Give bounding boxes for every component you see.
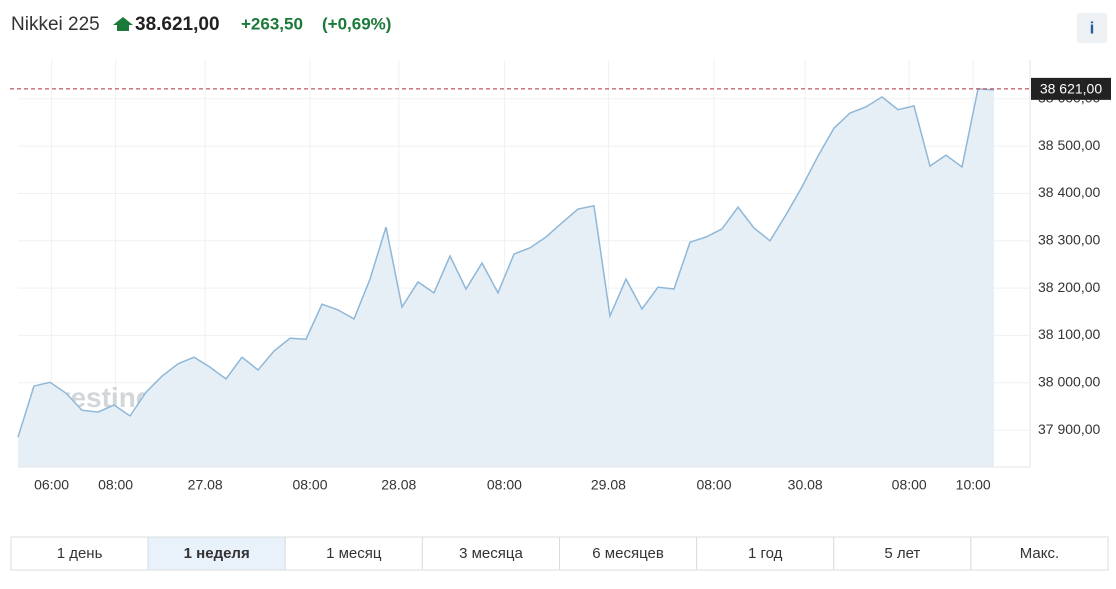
x-tick-label: 08:00: [487, 477, 522, 493]
x-tick-label: 30.08: [788, 477, 823, 493]
period-label[interactable]: 3 месяца: [459, 545, 523, 562]
period-bar: 1 день 1 неделя 1 месяц 3 месяца 6 месяцев 1 …: [10, 536, 1109, 571]
y-tick-label: 38 100,00: [1038, 326, 1100, 342]
x-tick-label: 08:00: [292, 477, 327, 493]
chart: 37 900,00 38 000,00 38 100,00 38 200,00 38 3…: [10, 60, 1111, 493]
last-price-label: 38 621,00: [1040, 81, 1102, 97]
x-tick-label: 28.08: [381, 477, 416, 493]
x-tick-label: 08:00: [892, 477, 927, 493]
period-label[interactable]: 1 неделя: [184, 545, 250, 562]
period-button[interactable]: [284, 536, 423, 571]
x-tick-label: 06:00: [34, 477, 69, 493]
period-button[interactable]: [421, 536, 560, 571]
period-label[interactable]: 1 день: [57, 545, 103, 562]
period-button[interactable]: [970, 536, 1109, 571]
y-tick-label: 38 000,00: [1038, 373, 1100, 389]
period-label[interactable]: 1 год: [748, 545, 783, 562]
x-tick-label: 08:00: [98, 477, 133, 493]
last-price-box: [1031, 77, 1111, 100]
period-button[interactable]: [559, 536, 698, 571]
x-tick-label: 08:00: [696, 477, 731, 493]
period-label[interactable]: Макс.: [1020, 545, 1059, 562]
y-tick-label: 38 500,00: [1038, 137, 1100, 153]
instrument-name: Nikkei 225: [11, 14, 100, 35]
y-tick-label: 38 300,00: [1038, 231, 1100, 247]
info-button[interactable]: [1077, 13, 1107, 43]
y-tick-label: 38 200,00: [1038, 279, 1100, 295]
period-button[interactable]: [833, 536, 972, 571]
change: +263,50: [241, 14, 303, 33]
change-pct: (+0,69%): [322, 14, 391, 33]
period-button[interactable]: [10, 536, 149, 571]
price: 38.621,00: [135, 14, 220, 35]
y-tick-label: 38 400,00: [1038, 184, 1100, 200]
x-tick-label: 27.08: [188, 477, 223, 493]
up-arrow: [113, 17, 133, 31]
area: [18, 88, 994, 468]
period-label[interactable]: 6 месяцев: [592, 545, 664, 562]
period-button[interactable]: [147, 536, 286, 571]
y-tick-label: 37 900,00: [1038, 421, 1100, 437]
x-tick-label: 29.08: [591, 477, 626, 493]
period-label[interactable]: 5 лет: [884, 545, 920, 562]
info-label[interactable]: i: [1090, 18, 1095, 37]
period-label[interactable]: 1 месяц: [326, 545, 382, 562]
line: [17, 88, 995, 438]
x-tick-label: 10:00: [956, 477, 991, 493]
